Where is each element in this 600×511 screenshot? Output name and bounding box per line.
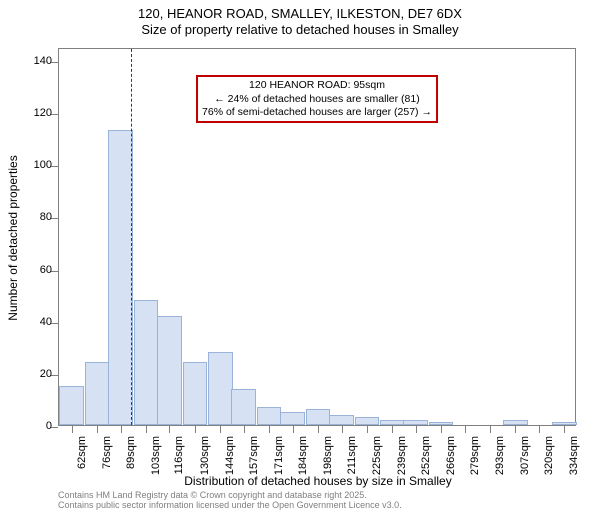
x-tick-label: 211sqm bbox=[346, 436, 358, 474]
x-tick-label: 293sqm bbox=[494, 436, 506, 475]
annot-line-2: ← 24% of detached houses are smaller (81… bbox=[202, 93, 432, 106]
x-tick bbox=[293, 426, 294, 433]
x-tick-label: 103sqm bbox=[150, 436, 162, 475]
y-tick-label: 20 bbox=[40, 368, 52, 380]
x-tick bbox=[515, 426, 516, 433]
x-tick-label: 307sqm bbox=[519, 436, 531, 475]
title-line-1: 120, HEANOR ROAD, SMALLEY, ILKESTON, DE7… bbox=[0, 6, 600, 22]
y-tick bbox=[51, 323, 58, 324]
histogram-bar bbox=[503, 420, 528, 425]
x-tick bbox=[465, 426, 466, 433]
x-tick bbox=[318, 426, 319, 433]
x-tick-label: 157sqm bbox=[248, 436, 260, 475]
attribution-footer: Contains HM Land Registry data © Crown c… bbox=[58, 490, 402, 511]
y-tick-label: 100 bbox=[34, 159, 52, 171]
footer-line-1: Contains HM Land Registry data © Crown c… bbox=[58, 490, 402, 500]
chart-container: 120, HEANOR ROAD, SMALLEY, ILKESTON, DE7… bbox=[0, 0, 600, 500]
x-tick-label: 62sqm bbox=[76, 436, 88, 469]
annotation-box: 120 HEANOR ROAD: 95sqm← 24% of detached … bbox=[196, 75, 438, 122]
x-tick-label: 144sqm bbox=[224, 436, 236, 475]
x-tick-label: 89sqm bbox=[125, 436, 137, 469]
x-tick bbox=[564, 426, 565, 433]
histogram-bar bbox=[306, 409, 331, 425]
x-tick bbox=[220, 426, 221, 433]
y-tick-label: 140 bbox=[34, 55, 52, 67]
x-tick-label: 252sqm bbox=[420, 436, 432, 475]
x-tick-label: 239sqm bbox=[396, 436, 408, 475]
title-line-2: Size of property relative to detached ho… bbox=[0, 22, 600, 38]
x-tick bbox=[441, 426, 442, 433]
y-tick bbox=[51, 375, 58, 376]
histogram-bar bbox=[183, 362, 208, 425]
histogram-bar bbox=[552, 422, 577, 425]
y-axis-label: Number of detached properties bbox=[6, 48, 26, 428]
x-tick-label: 130sqm bbox=[199, 436, 211, 475]
y-tick-label: 120 bbox=[34, 107, 52, 119]
x-tick bbox=[146, 426, 147, 433]
y-tick bbox=[51, 114, 58, 115]
y-tick-label: 0 bbox=[46, 420, 52, 432]
reference-line bbox=[131, 49, 132, 425]
x-tick bbox=[97, 426, 98, 433]
y-tick-label: 60 bbox=[40, 264, 52, 276]
x-tick-label: 225sqm bbox=[371, 436, 383, 475]
histogram-bar bbox=[85, 362, 110, 425]
x-tick-label: 334sqm bbox=[568, 436, 580, 475]
plot-area: 62sqm76sqm89sqm103sqm116sqm130sqm144sqm1… bbox=[58, 48, 576, 426]
x-tick bbox=[367, 426, 368, 433]
y-tick-label: 80 bbox=[40, 211, 52, 223]
x-tick bbox=[169, 426, 170, 433]
x-tick bbox=[392, 426, 393, 433]
histogram-bar bbox=[280, 412, 305, 425]
annot-line-3: 76% of semi-detached houses are larger (… bbox=[202, 106, 432, 119]
histogram-bar bbox=[355, 417, 380, 425]
x-tick-label: 266sqm bbox=[445, 436, 457, 475]
histogram-bar bbox=[403, 420, 428, 425]
title-block: 120, HEANOR ROAD, SMALLEY, ILKESTON, DE7… bbox=[0, 0, 600, 39]
x-tick-label: 279sqm bbox=[469, 436, 481, 475]
histogram-bar bbox=[380, 420, 405, 425]
histogram-bar bbox=[208, 352, 233, 425]
y-tick bbox=[51, 427, 58, 428]
x-tick-label: 76sqm bbox=[101, 436, 113, 469]
y-tick bbox=[51, 166, 58, 167]
x-tick bbox=[342, 426, 343, 433]
x-tick-label: 116sqm bbox=[173, 436, 185, 474]
x-tick bbox=[195, 426, 196, 433]
histogram-bar bbox=[59, 386, 84, 425]
x-axis-label: Distribution of detached houses by size … bbox=[58, 474, 578, 488]
x-tick bbox=[269, 426, 270, 433]
x-tick bbox=[490, 426, 491, 433]
histogram-bar bbox=[429, 422, 454, 425]
x-tick-label: 171sqm bbox=[273, 436, 285, 475]
x-tick-label: 184sqm bbox=[297, 436, 309, 475]
footer-line-2: Contains public sector information licen… bbox=[58, 500, 402, 510]
histogram-bar bbox=[257, 407, 282, 425]
annot-line-1: 120 HEANOR ROAD: 95sqm bbox=[202, 79, 432, 92]
y-tick bbox=[51, 62, 58, 63]
x-tick bbox=[416, 426, 417, 433]
x-tick-label: 198sqm bbox=[322, 436, 334, 475]
histogram-bar bbox=[108, 130, 133, 425]
x-tick bbox=[72, 426, 73, 433]
y-tick-label: 40 bbox=[40, 316, 52, 328]
x-tick bbox=[244, 426, 245, 433]
y-tick bbox=[51, 218, 58, 219]
histogram-bar bbox=[231, 389, 256, 425]
y-tick bbox=[51, 271, 58, 272]
x-tick bbox=[539, 426, 540, 433]
histogram-bar bbox=[329, 415, 354, 425]
histogram-bar bbox=[157, 316, 182, 425]
x-tick-label: 320sqm bbox=[543, 436, 555, 475]
histogram-bar bbox=[134, 300, 159, 425]
x-tick bbox=[121, 426, 122, 433]
